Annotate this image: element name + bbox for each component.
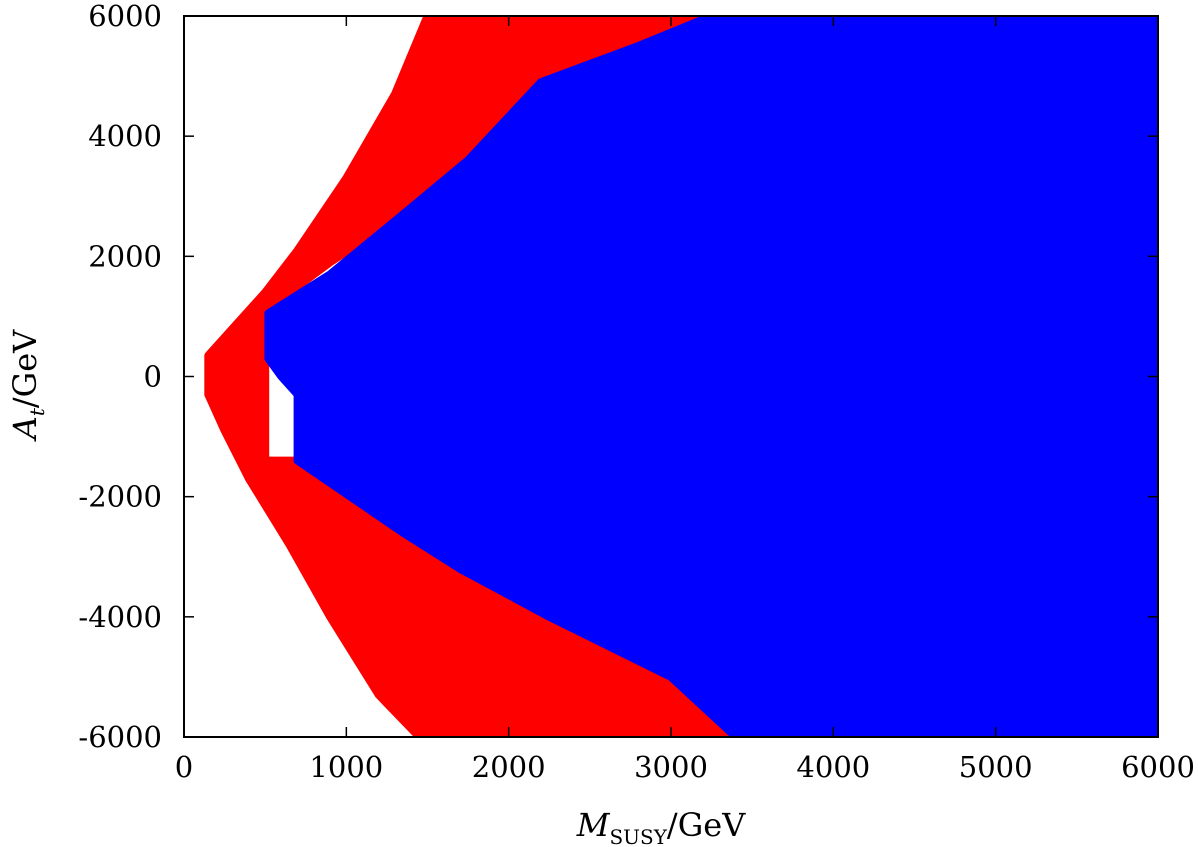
x-axis: 0 1000 2000 3000 4000 5000 6000 (175, 16, 1195, 784)
y-tick-label: -4000 (78, 600, 162, 634)
y-tick-label: 2000 (88, 239, 162, 273)
y-axis: -6000 -4000 -2000 0 2000 4000 6000 (78, 0, 1158, 754)
x-axis-label-sub: SUSY (609, 825, 667, 847)
series-region-2 (264, 16, 1158, 737)
y-tick-label: -2000 (78, 480, 162, 514)
x-tick-label: 1000 (309, 750, 383, 784)
y-tick-label: 4000 (88, 119, 162, 153)
x-tick-label: 2000 (472, 750, 546, 784)
x-axis-label-main: M (576, 806, 611, 844)
y-tick-label: 6000 (88, 0, 162, 33)
y-tick-label: 0 (144, 360, 162, 394)
x-axis-label-unit: /GeV (667, 806, 746, 844)
x-tick-label: 0 (175, 750, 193, 784)
y-axis-label-unit: /GeV (6, 329, 44, 408)
y-axis-label: At/GeV (6, 329, 49, 442)
x-axis-label: MSUSY/GeV (576, 806, 747, 847)
y-tick-label: -6000 (78, 720, 162, 754)
x-tick-label: 5000 (959, 750, 1033, 784)
x-tick-label: 3000 (634, 750, 708, 784)
y-axis-label-main: A (6, 416, 44, 442)
plot-area (204, 16, 1158, 737)
series-region-1 (204, 16, 740, 737)
x-tick-label: 4000 (796, 750, 870, 784)
y-axis-label-sub: t (25, 407, 49, 416)
x-tick-label: 6000 (1121, 750, 1195, 784)
